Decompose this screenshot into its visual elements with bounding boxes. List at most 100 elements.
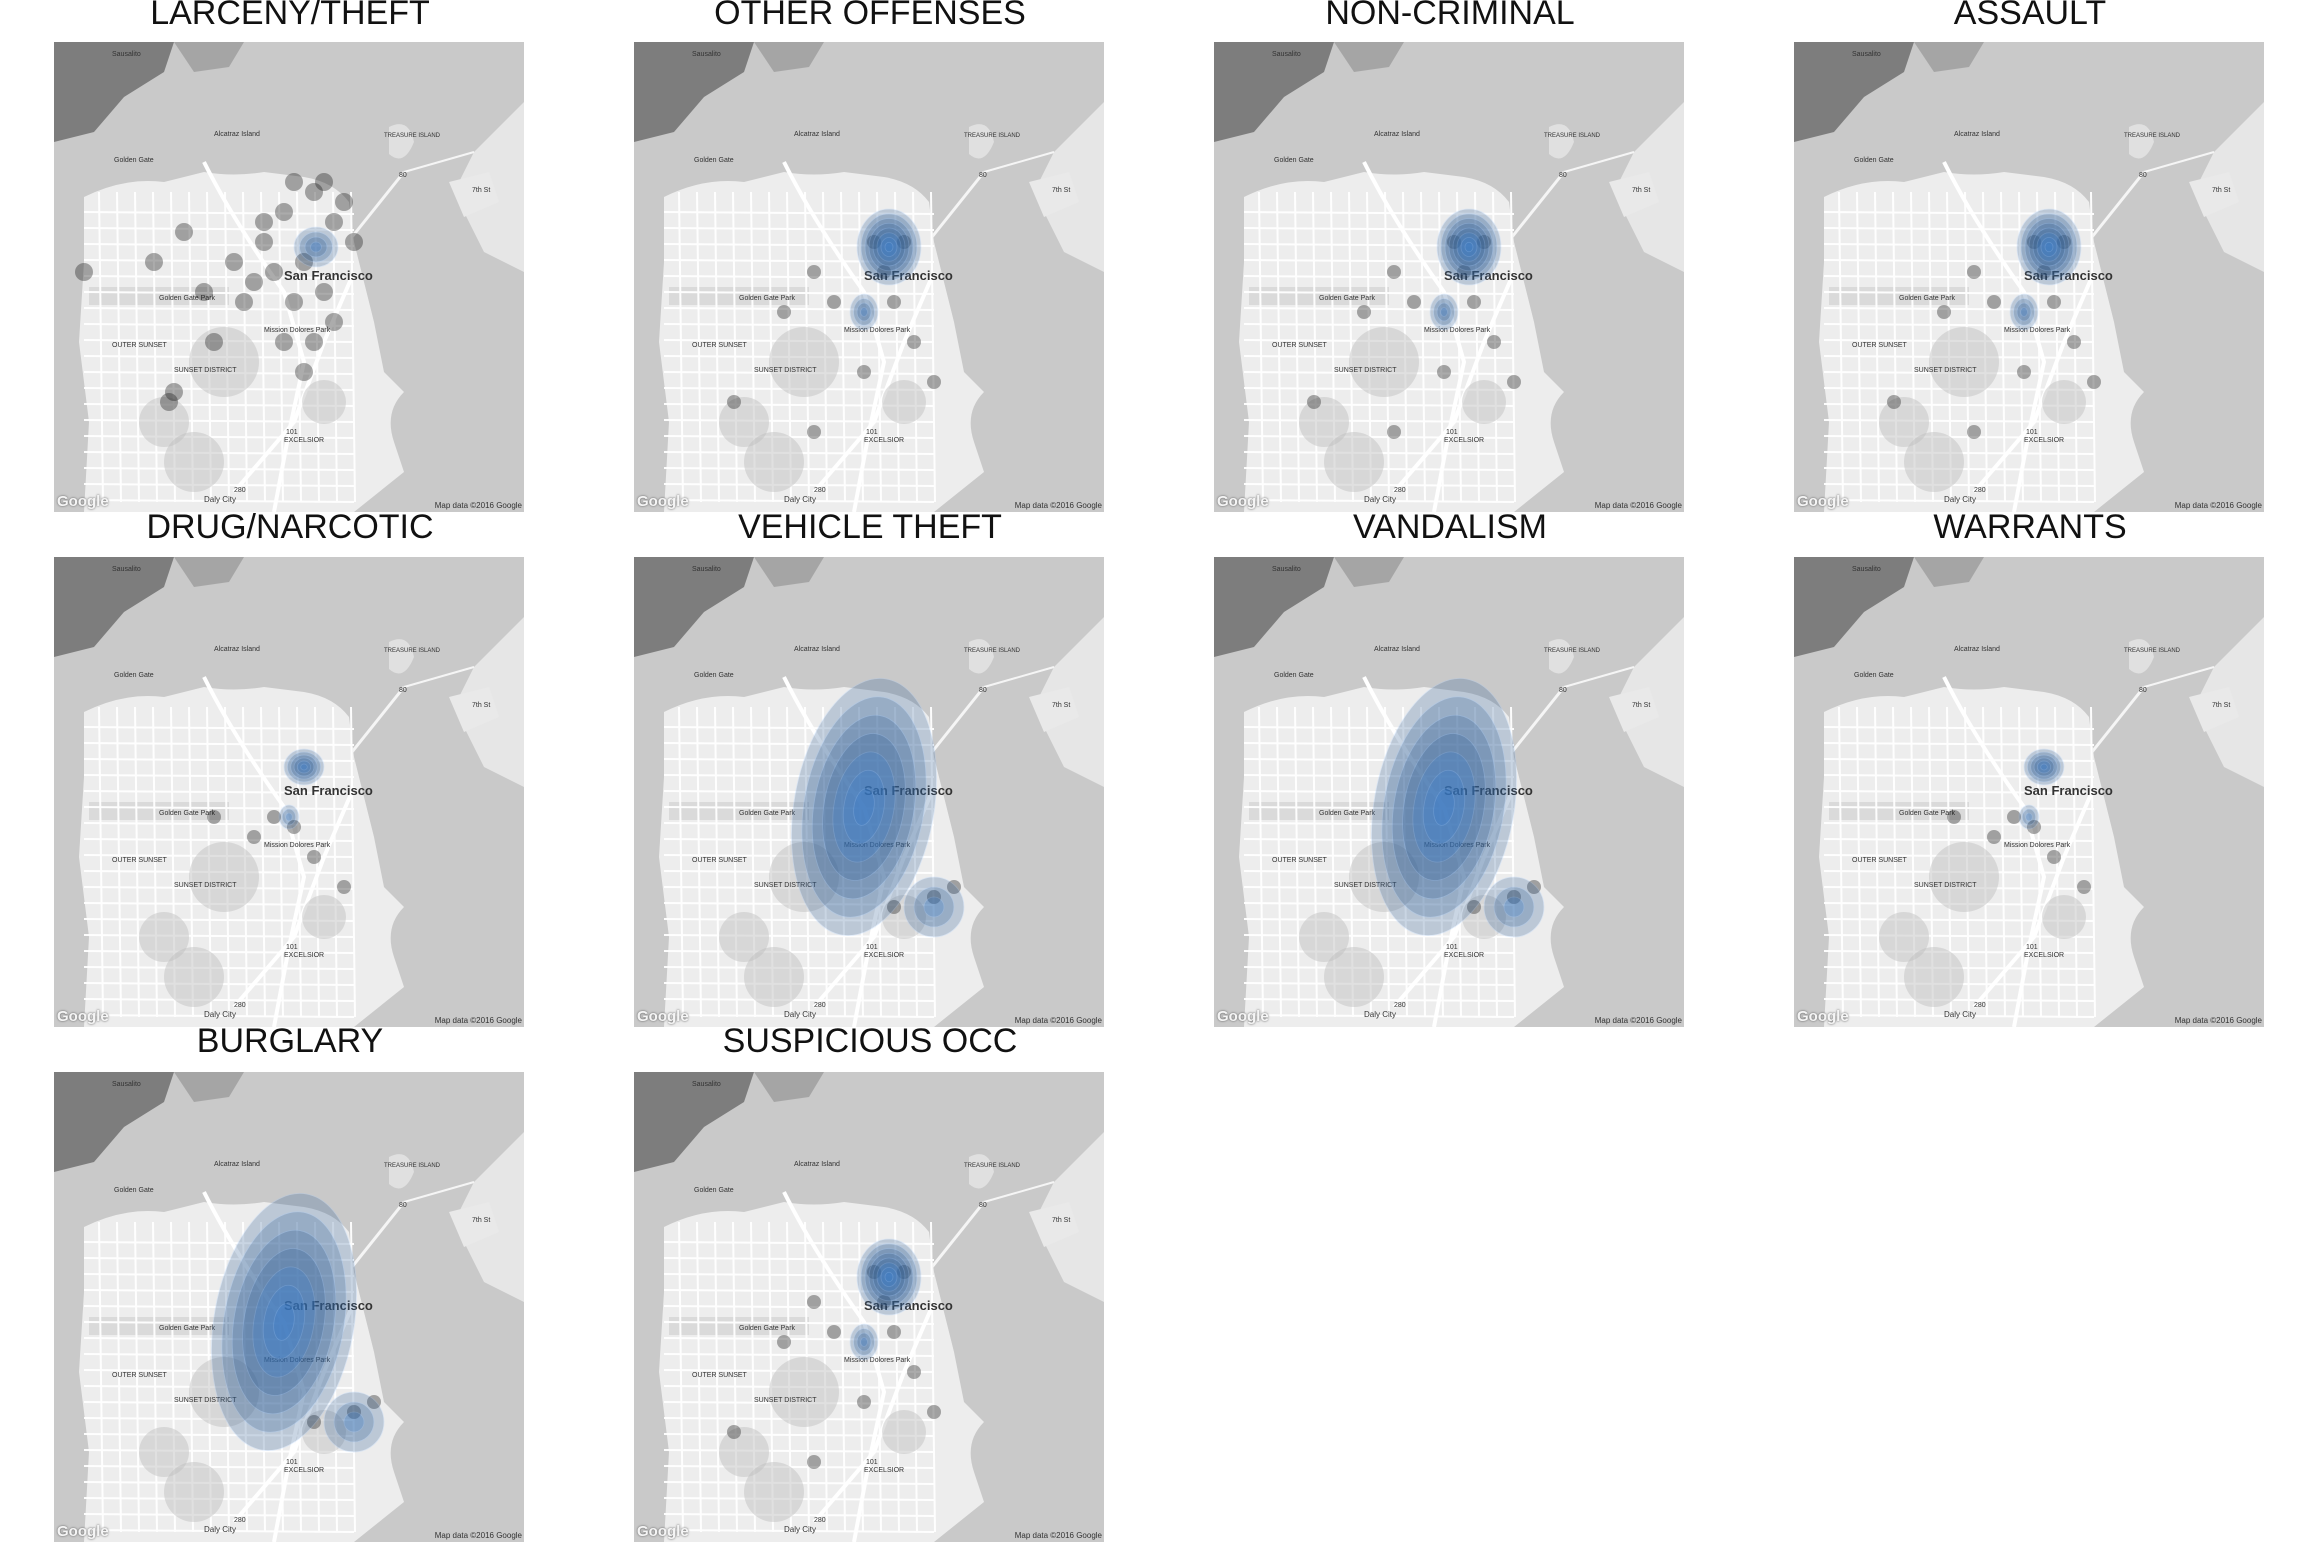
label-hwy-280: 280 xyxy=(814,487,826,494)
label-hwy-101: 101 xyxy=(2026,429,2038,436)
density-contour-assault-2 xyxy=(2009,293,2039,331)
map-data-credit: Map data ©2016 Google xyxy=(434,1016,522,1025)
google-logo: Google xyxy=(1217,1008,1269,1025)
bay-bridge-east xyxy=(403,666,475,688)
label-7th-st: 7th St xyxy=(1052,1217,1070,1224)
land-yerba-buena xyxy=(449,687,499,732)
land-marin xyxy=(634,557,754,657)
highway-101 xyxy=(782,1191,887,1542)
label-mission-dolores: Mission Dolores Park xyxy=(1424,327,1491,334)
hill-shade-3 xyxy=(2042,895,2086,939)
label-excelsior: EXCELSIOR xyxy=(1444,437,1484,444)
map-panel-other-offenses: Sausalito Alcatraz Island TREASURE ISLAND G… xyxy=(634,42,1104,512)
hill-shade-1 xyxy=(189,327,259,397)
label-hwy-280: 280 xyxy=(814,1002,826,1009)
hill-shade-2 xyxy=(1879,912,1929,962)
label-outer-sunset: OUTER SUNSET xyxy=(112,857,168,864)
bay-bridge-east xyxy=(2143,666,2215,688)
label-hwy-280: 280 xyxy=(234,1002,246,1009)
land-marin xyxy=(1214,557,1334,657)
label-sunset-district: SUNSET DISTRICT xyxy=(754,1397,817,1404)
density-contour-vandalism-1 xyxy=(1371,677,1517,937)
land-sausalito xyxy=(754,1072,824,1102)
highway-101 xyxy=(782,676,887,1027)
street-network xyxy=(1243,706,1516,1018)
hill-shade-3 xyxy=(882,1410,926,1454)
label-golden-gate-park: Golden Gate Park xyxy=(739,295,796,302)
label-alcatraz-island: Alcatraz Island xyxy=(214,131,260,138)
panel-title-drug-narcotic: DRUG/NARCOTIC xyxy=(146,508,434,546)
label-hwy-101: 101 xyxy=(2026,944,2038,951)
label-hwy-80: 80 xyxy=(1559,687,1567,694)
label-alcatraz-island: Alcatraz Island xyxy=(214,1161,260,1168)
bay-bridge-east xyxy=(1563,151,1635,173)
hill-shade-3 xyxy=(2042,380,2086,424)
treasure-island xyxy=(969,124,994,159)
label-alcatraz-island: Alcatraz Island xyxy=(214,646,260,653)
map-data-credit: Map data ©2016 Google xyxy=(1014,1016,1102,1025)
label-golden-gate-park: Golden Gate Park xyxy=(1319,810,1376,817)
map-data-credit: Map data ©2016 Google xyxy=(1014,501,1102,510)
map-panel-drug-narcotic: Sausalito Alcatraz Island TREASURE ISLAND G… xyxy=(54,557,524,1027)
label-golden-gate-park: Golden Gate Park xyxy=(1319,295,1376,302)
label-hwy-101: 101 xyxy=(286,1459,298,1466)
land-sausalito xyxy=(754,557,824,587)
highway-280 xyxy=(1972,786,2096,1009)
land-sausalito xyxy=(174,42,244,72)
label-7th-st: 7th St xyxy=(2212,187,2230,194)
label-golden-gate: Golden Gate xyxy=(1274,672,1314,679)
label-7th-st: 7th St xyxy=(1632,702,1650,709)
map-data-credit: Map data ©2016 Google xyxy=(1594,1016,1682,1025)
panel-title-other-offenses: OTHER OFFENSES xyxy=(714,0,1026,32)
highway-280 xyxy=(812,271,936,494)
label-alcatraz-island: Alcatraz Island xyxy=(794,131,840,138)
label-alcatraz-island: Alcatraz Island xyxy=(1374,646,1420,653)
label-hwy-101: 101 xyxy=(286,429,298,436)
bay-bridge xyxy=(1502,171,1566,248)
hill-shade-4 xyxy=(164,432,224,492)
incident-points-larceny-theft xyxy=(75,173,363,411)
density-contour-vandalism-2 xyxy=(1483,876,1545,938)
label-mission-dolores: Mission Dolores Park xyxy=(264,842,331,849)
land-yerba-buena xyxy=(2189,172,2239,217)
hill-shade-2 xyxy=(139,397,189,447)
label-sunset-district: SUNSET DISTRICT xyxy=(174,1397,237,1404)
bay-bridge-east xyxy=(403,151,475,173)
panel-title-suspicious-occ: SUSPICIOUS OCC xyxy=(722,1022,1018,1060)
treasure-island xyxy=(2129,639,2154,674)
label-outer-sunset: OUTER SUNSET xyxy=(692,342,748,349)
density-contour-other-offenses-1 xyxy=(856,208,922,286)
density-contour-suspicious-occ-2 xyxy=(849,1323,879,1361)
highway-280 xyxy=(812,1301,936,1524)
label-excelsior: EXCELSIOR xyxy=(2024,437,2064,444)
label-hwy-80: 80 xyxy=(2139,172,2147,179)
treasure-island xyxy=(1549,124,1574,159)
land-yerba-buena xyxy=(2189,687,2239,732)
label-treasure-island: TREASURE ISLAND xyxy=(964,133,1021,139)
label-sausalito: Sausalito xyxy=(112,51,141,58)
hill-shade-2 xyxy=(139,912,189,962)
panel-title-non-criminal: NON-CRIMINAL xyxy=(1325,0,1575,32)
label-golden-gate-park: Golden Gate Park xyxy=(1899,295,1956,302)
label-outer-sunset: OUTER SUNSET xyxy=(1272,857,1328,864)
highway-280 xyxy=(1392,786,1516,1009)
bay-bridge xyxy=(2082,171,2146,248)
hill-shade-4 xyxy=(1904,432,1964,492)
hill-shade-4 xyxy=(164,1462,224,1522)
bay-bridge xyxy=(922,1201,986,1278)
google-logo: Google xyxy=(1797,1008,1849,1025)
label-hwy-101: 101 xyxy=(1446,944,1458,951)
hill-shade-2 xyxy=(139,1427,189,1477)
label-sunset-district: SUNSET DISTRICT xyxy=(174,367,237,374)
label-alcatraz-island: Alcatraz Island xyxy=(1954,131,2000,138)
land-yerba-buena xyxy=(1029,687,1079,732)
map-panel-larceny-theft: Sausalito Alcatraz Island TREASURE ISLAND G… xyxy=(54,42,524,512)
street-network xyxy=(83,706,356,1018)
label-mission-dolores: Mission Dolores Park xyxy=(264,1357,331,1364)
panel-title-assault: ASSAULT xyxy=(1953,0,2107,32)
treasure-island xyxy=(389,639,414,674)
google-logo: Google xyxy=(1797,493,1849,510)
label-excelsior: EXCELSIOR xyxy=(284,437,324,444)
label-golden-gate: Golden Gate xyxy=(114,1187,154,1194)
hill-shade-2 xyxy=(719,912,769,962)
